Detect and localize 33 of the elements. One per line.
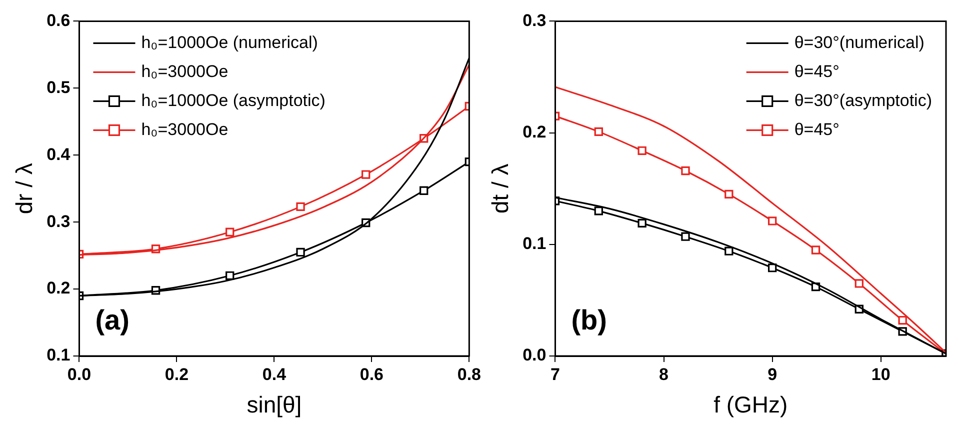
legend-label: θ=30°(asymptotic) xyxy=(794,90,932,110)
legend-label: h₀=1000Oe (asymptotic) xyxy=(141,90,326,110)
y-tick-label: 0.2 xyxy=(522,122,546,142)
y-tick-label: 0.5 xyxy=(46,78,70,97)
y-tick-label: 0.2 xyxy=(46,278,70,298)
y-tick-label: 0.0 xyxy=(522,346,546,365)
legend-label: h₀=3000Oe xyxy=(141,62,228,81)
x-axis-title: f (GHz) xyxy=(714,392,788,418)
x-tick-label: 0.6 xyxy=(360,364,384,384)
x-axis-title: sin[θ] xyxy=(246,392,302,418)
y-tick-label: 0.1 xyxy=(522,234,546,254)
legend-label: θ=30°(numerical) xyxy=(794,32,924,52)
x-tick-label: 10 xyxy=(871,364,890,384)
x-tick-label: 0.0 xyxy=(67,364,92,384)
legend-label: θ=45° xyxy=(794,62,840,81)
x-tick-label: 7 xyxy=(550,364,560,384)
x-tick-label: 8 xyxy=(659,364,669,384)
y-axis-title: dt / λ xyxy=(487,163,514,214)
x-tick-label: 0.4 xyxy=(262,364,287,384)
y-axis-title: dr / λ xyxy=(11,162,38,214)
y-tick-label: 0.3 xyxy=(522,10,546,30)
y-tick-label: 0.4 xyxy=(46,144,71,164)
annotation: (a) xyxy=(95,304,130,336)
y-tick-label: 0.3 xyxy=(46,212,70,231)
legend-label: h₀=1000Oe (numerical) xyxy=(141,32,318,52)
y-tick-label: 0.6 xyxy=(46,10,70,30)
x-tick-label: 9 xyxy=(768,364,778,384)
annotation: (b) xyxy=(571,304,607,336)
x-tick-label: 0.8 xyxy=(457,364,482,384)
y-tick-label: 0.1 xyxy=(46,346,70,365)
legend-label: h₀=3000Oe xyxy=(141,120,228,139)
legend-label: θ=45° xyxy=(794,120,840,139)
x-tick-label: 0.2 xyxy=(164,364,189,384)
